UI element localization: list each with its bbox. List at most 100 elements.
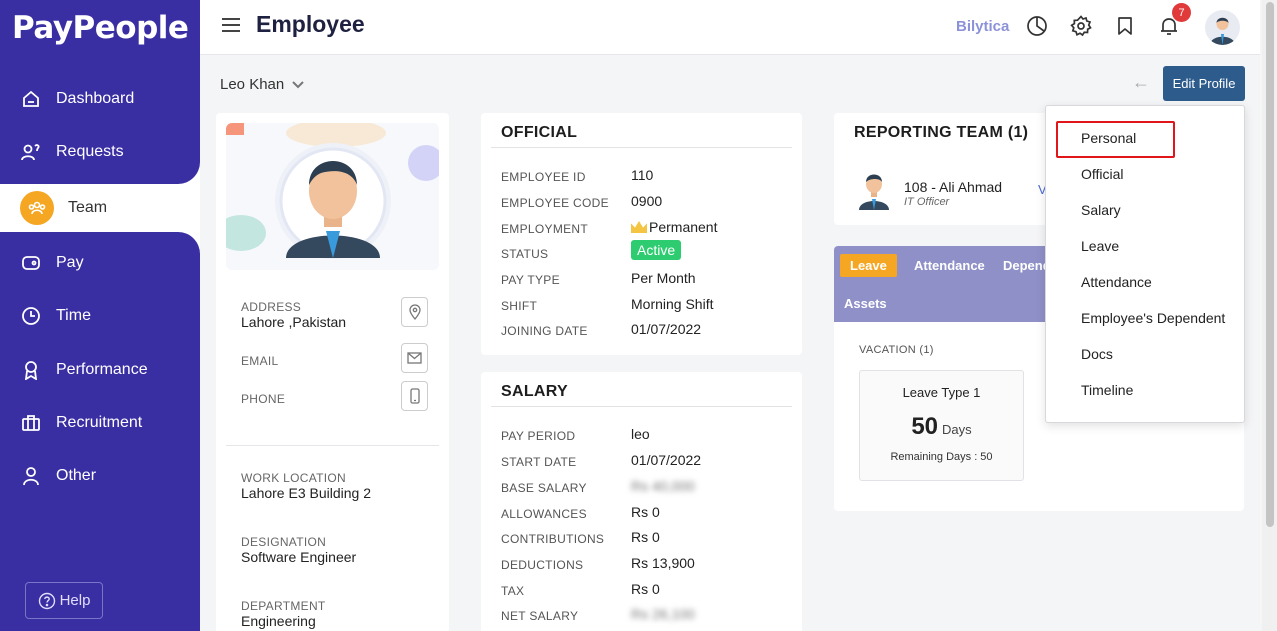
card-divider (491, 406, 792, 407)
leave-type-box: Leave Type 1 50 Days Remaining Days : 50 (859, 370, 1024, 481)
sidebar-top (0, 0, 200, 184)
team-member-avatar (856, 170, 892, 210)
pie-chart-icon[interactable] (1026, 15, 1050, 39)
menu-item-official[interactable]: Official (1081, 166, 1124, 182)
brand-label[interactable]: Bilytica (956, 18, 1010, 35)
bookmark-icon[interactable] (1114, 15, 1138, 39)
work-location-label: WORK LOCATION (241, 471, 347, 485)
menu-item-salary[interactable]: Salary (1081, 202, 1121, 218)
allowances-label: ALLOWANCES (501, 507, 587, 521)
status-label: STATUS (501, 247, 549, 261)
sidebar-item-label: Performance (56, 361, 148, 378)
contributions-label: CONTRIBUTIONS (501, 532, 605, 546)
crown-icon (631, 221, 647, 233)
pay-icon (20, 252, 42, 274)
sidebar-item-requests[interactable]: Requests (0, 127, 200, 177)
email-label: EMAIL (241, 354, 279, 368)
highlight-box (1056, 121, 1175, 158)
leave-days: 50 Days (860, 413, 1023, 441)
phone-label: PHONE (241, 392, 286, 406)
menu-item-docs[interactable]: Docs (1081, 346, 1113, 362)
sidebar-item-label: Team (68, 199, 108, 216)
status-value: Active (631, 240, 682, 260)
menu-icon[interactable] (222, 18, 240, 32)
menu-item-leave[interactable]: Leave (1081, 238, 1120, 254)
employee-id-label: EMPLOYEE ID (501, 170, 586, 184)
view-link[interactable]: V (1038, 182, 1047, 197)
menu-item-attendance[interactable]: Attendance (1081, 274, 1152, 290)
requests-icon (20, 141, 42, 163)
sidebar-item-team[interactable]: Team (10, 184, 200, 232)
profile-divider (226, 445, 439, 446)
top-header: Employee Bilytica 7 (200, 0, 1260, 55)
tax-label: TAX (501, 584, 525, 598)
help-label: Help (59, 592, 91, 609)
tab-dependent[interactable]: Depend (1003, 258, 1051, 273)
mail-icon[interactable] (401, 343, 428, 373)
sidebar-item-label: Dashboard (56, 90, 135, 107)
sidebar-item-label: Requests (56, 143, 124, 160)
back-arrow-icon[interactable]: ← (1132, 72, 1150, 92)
shift-label: SHIFT (501, 299, 538, 313)
employee-id-value: 110 (631, 167, 654, 183)
tax-value: Rs 0 (631, 581, 660, 597)
employee-code-value: 0900 (631, 193, 663, 209)
scrollbar-thumb[interactable] (1266, 2, 1274, 527)
sidebar-item-label: Recruitment (56, 414, 143, 431)
sidebar-item-pay[interactable]: Pay (0, 238, 200, 288)
menu-item-timeline[interactable]: Timeline (1081, 382, 1134, 398)
profile-card: ADDRESS Lahore ,Pakistan EMAIL PHONE WOR… (216, 113, 449, 631)
reporting-team-title: REPORTING TEAM (1) (854, 124, 1029, 141)
employment-label: EMPLOYMENT (501, 222, 589, 236)
edit-profile-button[interactable]: Edit Profile (1163, 66, 1245, 101)
pay-period-value: leo (631, 426, 650, 442)
phone-icon[interactable] (401, 381, 428, 411)
sidebar-item-time[interactable]: Time (0, 291, 200, 341)
sidebar-item-recruitment[interactable]: Recruitment (0, 398, 200, 448)
pay-type-label: PAY TYPE (501, 273, 560, 287)
gear-icon[interactable] (1070, 15, 1094, 39)
joining-date-label: JOINING DATE (501, 324, 588, 338)
location-pin-icon[interactable] (401, 297, 428, 327)
sidebar-item-dashboard[interactable]: Dashboard (0, 74, 200, 124)
leave-days-count: 50 (911, 413, 939, 440)
designation-value: Software Engineer (241, 549, 357, 565)
tab-assets[interactable]: Assets (844, 296, 887, 311)
leave-type-title: Leave Type 1 (902, 385, 981, 400)
net-salary-value: Rs 26,100 (631, 606, 695, 622)
department-value: Engineering (241, 613, 316, 629)
chevron-down-icon (292, 76, 304, 93)
status-badge: Active (631, 240, 682, 260)
address-label: ADDRESS (241, 300, 302, 314)
edit-profile-dropdown: Personal Official Salary Leave Attendanc… (1045, 105, 1245, 423)
page-title: Employee (256, 11, 365, 37)
notification-badge: 7 (1172, 3, 1191, 22)
salary-card: SALARY PAY PERIOD leo START DATE 01/07/2… (481, 372, 802, 631)
menu-item-personal[interactable]: Personal (1081, 130, 1137, 146)
vacation-label: VACATION (1) (859, 344, 934, 356)
pay-period-label: PAY PERIOD (501, 429, 576, 443)
employee-selector[interactable]: Leo Khan (220, 76, 304, 93)
pay-type-value: Per Month (631, 270, 696, 286)
team-member-name[interactable]: 108 - Ali Ahmad (904, 179, 1003, 195)
base-salary-value: Rs 40,000 (631, 478, 695, 494)
joining-date-value: 01/07/2022 (631, 321, 702, 337)
help-icon (38, 592, 56, 610)
tab-leave[interactable]: Leave (840, 254, 897, 277)
base-salary-label: BASE SALARY (501, 481, 587, 495)
sidebar-item-label: Pay (56, 254, 84, 271)
tab-attendance[interactable]: Attendance (914, 258, 985, 273)
official-title: OFFICIAL (501, 124, 578, 141)
award-icon (20, 359, 42, 381)
dashboard-icon (20, 88, 42, 110)
help-button[interactable]: Help (25, 582, 103, 619)
menu-item-employees-dependent[interactable]: Employee's Dependent (1081, 310, 1226, 326)
sidebar-item-performance[interactable]: Performance (0, 345, 200, 395)
reporting-team-card: REPORTING TEAM (1) 108 - Ali Ahmad IT Of… (834, 113, 1060, 225)
bell-icon[interactable] (1158, 15, 1182, 39)
salary-title: SALARY (501, 383, 568, 400)
sidebar-item-other[interactable]: Other (0, 451, 200, 501)
avatar[interactable] (1205, 10, 1240, 45)
card-divider (491, 147, 792, 148)
leave-days-unit: Days (942, 422, 972, 437)
